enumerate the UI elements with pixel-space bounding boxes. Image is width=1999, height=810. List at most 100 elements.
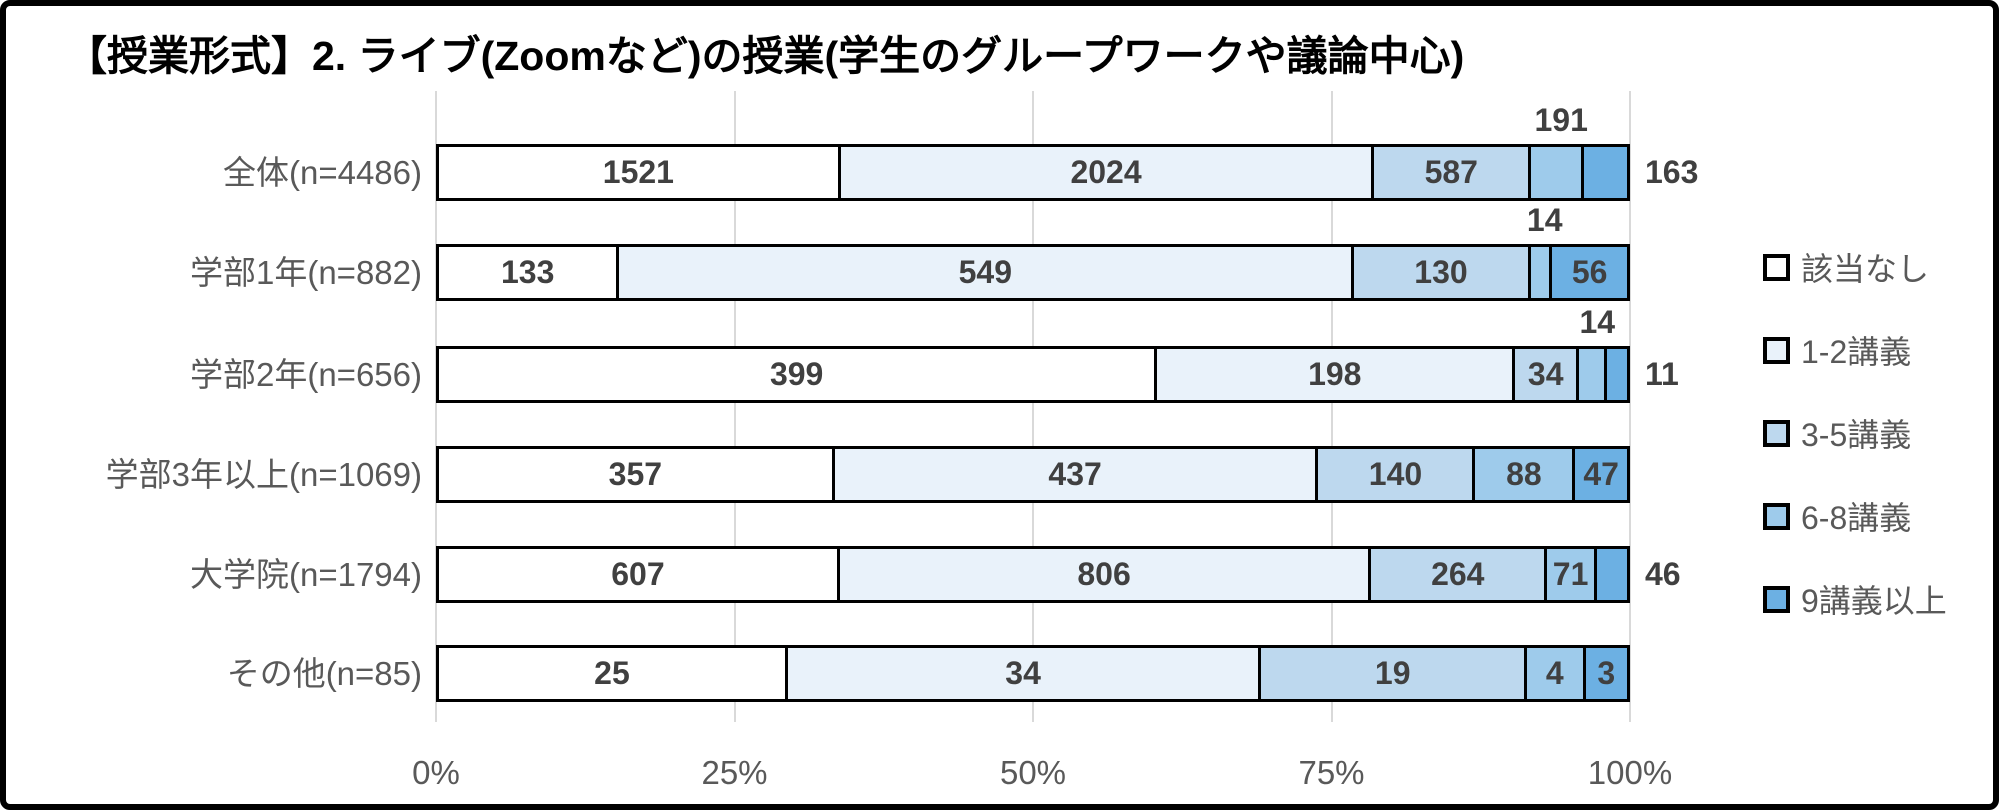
bar-segment: 264 xyxy=(1368,546,1548,603)
bar-segment: 2024 xyxy=(837,144,1375,201)
bar-segment: 357 xyxy=(436,446,835,503)
bar-segment: 140 xyxy=(1315,446,1476,503)
segment-value-label-above: 14 xyxy=(1579,304,1616,340)
bar-segment xyxy=(1528,144,1585,201)
segment-value-label-above: 14 xyxy=(1526,202,1563,238)
segment-value-label: 56 xyxy=(1571,254,1608,290)
plot-area: 1521 2024 587 191 163 133 549 130 56 14 399 198 34 14… xyxy=(435,91,1698,722)
segment-value-label: 587 xyxy=(1424,154,1478,190)
bar-segment: 47 xyxy=(1572,446,1630,503)
x-axis-tick-label: 100% xyxy=(1587,754,1673,791)
segment-value-label: 357 xyxy=(608,456,663,492)
bar-segment: 34 xyxy=(1512,346,1580,403)
segment-value-label: 47 xyxy=(1583,456,1619,492)
segment-value-label: 19 xyxy=(1374,655,1411,691)
bar-segment xyxy=(1576,346,1608,403)
category-label: 学部3年以上(n=1069) xyxy=(105,456,422,493)
bar-segment: 587 xyxy=(1371,144,1532,201)
legend-item: 3-5講義 xyxy=(1763,410,1947,456)
segment-value-label: 130 xyxy=(1414,254,1468,290)
segment-value-label: 4 xyxy=(1545,655,1564,691)
segment-value-label: 549 xyxy=(958,254,1013,290)
gridline-75% xyxy=(1330,91,1333,722)
segment-value-label: 198 xyxy=(1308,356,1362,392)
bar-segment: 19 xyxy=(1258,645,1528,702)
bar-segment: 3 xyxy=(1582,645,1630,702)
bar-segment xyxy=(1593,546,1631,603)
legend-swatch-icon xyxy=(1763,585,1790,613)
legend-swatch-icon xyxy=(1763,336,1790,364)
legend-item: 9講義以上 xyxy=(1763,576,1947,622)
category-label: 学部1年(n=882) xyxy=(189,254,422,291)
bar-segment xyxy=(1581,144,1631,201)
category-label: その他(n=85) xyxy=(226,655,422,692)
gridline-100% xyxy=(1629,91,1631,722)
segment-value-label: 88 xyxy=(1506,456,1542,492)
segment-value-label-right: 46 xyxy=(1645,556,1681,592)
bar-row: 399 198 34 xyxy=(436,346,1630,403)
x-axis-tick-label: 50% xyxy=(999,754,1067,791)
legend-item: 6-8講義 xyxy=(1763,493,1947,539)
legend-label: 該当なし xyxy=(1801,251,1930,287)
bar-row: 357 437 140 88 47 xyxy=(436,446,1630,503)
segment-value-label: 25 xyxy=(594,655,630,691)
legend-item: 該当なし xyxy=(1763,244,1947,290)
bar-segment: 4 xyxy=(1524,645,1586,702)
bar-segment: 25 xyxy=(436,645,788,702)
legend-label: 1-2講義 xyxy=(1801,334,1912,370)
segment-value-label-right: 163 xyxy=(1645,154,1699,190)
bar-segment: 399 xyxy=(436,346,1158,403)
segment-value-label: 399 xyxy=(769,356,824,392)
legend-label: 6-8講義 xyxy=(1801,500,1912,536)
legend-label: 9講義以上 xyxy=(1801,583,1947,619)
legend-swatch-icon xyxy=(1763,253,1790,281)
gridline-0% xyxy=(435,91,437,722)
segment-value-label: 71 xyxy=(1552,556,1589,592)
segment-value-label: 140 xyxy=(1368,456,1423,492)
gridline-25% xyxy=(733,91,736,722)
bar-segment: 549 xyxy=(616,244,1355,301)
segment-value-label: 34 xyxy=(1005,655,1041,691)
bar-segment: 607 xyxy=(436,546,840,603)
bar-segment: 88 xyxy=(1472,446,1576,503)
segment-value-label: 133 xyxy=(500,254,555,290)
segment-value-label: 264 xyxy=(1431,556,1485,592)
category-label: 大学院(n=1794) xyxy=(189,556,422,593)
segment-value-label: 806 xyxy=(1077,556,1131,592)
segment-value-label: 3 xyxy=(1597,655,1616,691)
bar-segment: 34 xyxy=(784,645,1262,702)
bar-segment: 1521 xyxy=(436,144,841,201)
segment-value-label: 607 xyxy=(611,556,665,592)
bar-row: 133 549 130 56 xyxy=(436,244,1630,301)
category-label: 全体(n=4486) xyxy=(222,154,422,191)
legend: 該当なし 1-2講義 3-5講義 6-8講義 9講義以上 xyxy=(1763,244,1947,622)
segment-value-label-right: 11 xyxy=(1645,356,1679,392)
bar-segment: 437 xyxy=(831,446,1319,503)
segment-value-label-above: 191 xyxy=(1534,102,1588,138)
bar-segment: 71 xyxy=(1544,546,1597,603)
bar-segment: 130 xyxy=(1351,244,1531,301)
legend-swatch-icon xyxy=(1763,502,1790,530)
segment-value-label: 34 xyxy=(1527,356,1564,392)
bar-segment: 198 xyxy=(1154,346,1516,403)
legend-swatch-icon xyxy=(1763,419,1790,447)
bar-segment xyxy=(1604,346,1630,403)
x-axis-tick-label: 75% xyxy=(1298,754,1365,791)
chart-title: 【授業形式】2. ライブ(Zoomなど)の授業(学生のグループワークや議論中心) xyxy=(66,33,1465,79)
x-axis-tick-label: 0% xyxy=(412,754,460,791)
bar-row: 1521 2024 587 xyxy=(436,144,1631,201)
segment-value-label: 437 xyxy=(1048,456,1102,492)
bar-row: 25 34 19 4 3 xyxy=(436,645,1630,702)
segment-value-label: 2024 xyxy=(1070,154,1142,190)
bar-segment: 133 xyxy=(436,244,620,301)
bar-segment: 806 xyxy=(836,546,1372,603)
x-axis-tick-label: 25% xyxy=(701,754,768,791)
legend-item: 1-2講義 xyxy=(1763,327,1947,373)
bar-segment: 56 xyxy=(1549,244,1630,301)
gridline-50% xyxy=(1032,91,1034,722)
bar-row: 607 806 264 71 xyxy=(436,546,1631,603)
segment-value-label: 1521 xyxy=(602,154,674,190)
legend-label: 3-5講義 xyxy=(1801,417,1912,453)
category-label: 学部2年(n=656) xyxy=(189,356,422,393)
